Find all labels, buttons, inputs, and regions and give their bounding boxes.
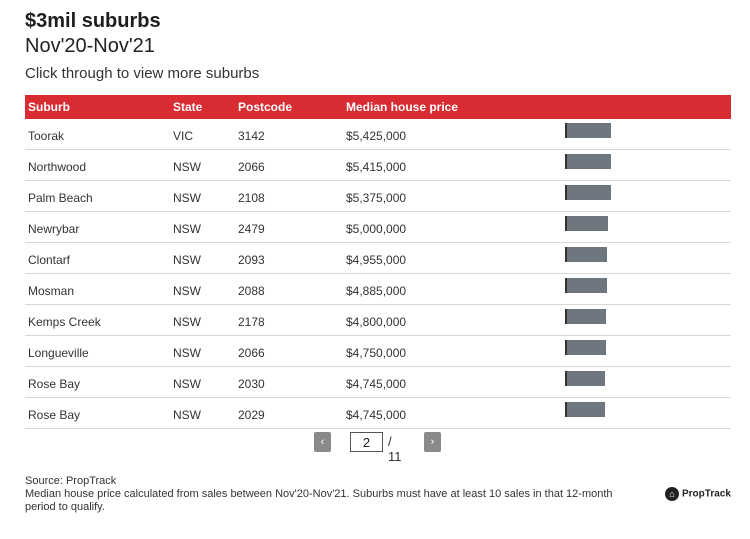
suburb-cell: Northwood: [28, 160, 87, 174]
table-header: Suburb State Postcode Median house price: [25, 95, 731, 119]
column-header-price: Median house price: [346, 100, 459, 114]
price-bar-track: [565, 340, 635, 358]
state-cell: NSW: [173, 160, 201, 174]
price-bar: [565, 216, 608, 231]
table-row: Longueville NSW 2066 $4,750,000: [25, 336, 731, 367]
prev-page-button[interactable]: ‹: [314, 432, 331, 452]
price-cell: $4,800,000: [346, 315, 407, 329]
page-total: / 11: [388, 434, 402, 464]
postcode-cell: 2029: [238, 408, 265, 422]
price-bar-track: [565, 216, 635, 234]
suburb-cell: Kemps Creek: [28, 315, 101, 329]
postcode-cell: 2093: [238, 253, 265, 267]
postcode-cell: 2030: [238, 377, 265, 391]
table-row: Toorak VIC 3142 $5,425,000: [25, 119, 731, 150]
chevron-right-icon: ›: [430, 436, 435, 448]
price-bar: [565, 402, 605, 417]
price-bar: [565, 247, 607, 262]
state-cell: NSW: [173, 346, 201, 360]
suburb-cell: Newrybar: [28, 222, 80, 236]
price-bar: [565, 154, 611, 169]
chevron-left-icon: ‹: [320, 436, 325, 448]
price-bar-track: [565, 278, 635, 296]
price-cell: $5,415,000: [346, 160, 407, 174]
table-row: Rose Bay NSW 2030 $4,745,000: [25, 367, 731, 398]
table-row: Clontarf NSW 2093 $4,955,000: [25, 243, 731, 274]
state-cell: NSW: [173, 191, 201, 205]
postcode-cell: 2066: [238, 160, 265, 174]
page-number-input[interactable]: 2: [350, 432, 383, 452]
price-cell: $4,750,000: [346, 346, 407, 360]
suburb-table: Suburb State Postcode Median house price…: [25, 95, 731, 429]
table-body: Toorak VIC 3142 $5,425,000 Northwood NSW 2066 $…: [25, 119, 731, 429]
state-cell: NSW: [173, 253, 201, 267]
price-cell: $5,000,000: [346, 222, 407, 236]
state-cell: NSW: [173, 315, 201, 329]
table-row: Palm Beach NSW 2108 $5,375,000: [25, 181, 731, 212]
price-bar-track: [565, 402, 635, 420]
proptrack-logo: ⌂ PropTrack: [665, 487, 731, 503]
price-cell: $4,745,000: [346, 377, 407, 391]
price-cell: $5,375,000: [346, 191, 407, 205]
suburb-cell: Palm Beach: [28, 191, 93, 205]
next-page-button[interactable]: ›: [424, 432, 441, 452]
column-header-state: State: [173, 100, 203, 114]
table-row: Northwood NSW 2066 $5,415,000: [25, 150, 731, 181]
table-row: Newrybar NSW 2479 $5,000,000: [25, 212, 731, 243]
footer-notes: Source: PropTrack Median house price cal…: [25, 475, 645, 514]
postcode-cell: 2108: [238, 191, 265, 205]
price-cell: $4,745,000: [346, 408, 407, 422]
price-bar: [565, 123, 611, 138]
postcode-cell: 2178: [238, 315, 265, 329]
table-row: Kemps Creek NSW 2178 $4,800,000: [25, 305, 731, 336]
column-header-suburb: Suburb: [28, 100, 70, 114]
chart-subtitle: Nov'20-Nov'21: [25, 35, 155, 57]
price-bar: [565, 278, 607, 293]
source-text: Source: PropTrack: [25, 475, 117, 487]
suburb-cell: Toorak: [28, 129, 65, 143]
price-cell: $4,955,000: [346, 253, 407, 267]
price-bar-track: [565, 371, 635, 389]
suburb-cell: Rose Bay: [28, 377, 81, 391]
state-cell: NSW: [173, 284, 201, 298]
table-row: Rose Bay NSW 2029 $4,745,000: [25, 398, 731, 429]
postcode-cell: 2479: [238, 222, 265, 236]
state-cell: VIC: [173, 129, 194, 143]
price-bar-track: [565, 309, 635, 327]
price-bar-track: [565, 154, 635, 172]
column-header-postcode: Postcode: [238, 100, 293, 114]
suburb-cell: Mosman: [28, 284, 75, 298]
price-bar: [565, 371, 605, 386]
suburb-cell: Rose Bay: [28, 408, 81, 422]
postcode-cell: 2088: [238, 284, 265, 298]
table-row: Mosman NSW 2088 $4,885,000: [25, 274, 731, 305]
price-bar-track: [565, 247, 635, 265]
price-cell: $5,425,000: [346, 129, 407, 143]
postcode-cell: 3142: [238, 129, 265, 143]
chart-title: $3mil suburbs: [25, 10, 161, 32]
instruction-text: Click through to view more suburbs: [25, 65, 260, 82]
price-bar: [565, 340, 606, 355]
price-cell: $4,885,000: [346, 284, 407, 298]
state-cell: NSW: [173, 222, 201, 236]
price-bar-track: [565, 123, 635, 141]
proptrack-logo-icon: ⌂: [665, 487, 679, 501]
postcode-cell: 2066: [238, 346, 265, 360]
price-bar: [565, 185, 611, 200]
methodology-note: Median house price calculated from sales…: [25, 488, 613, 513]
logo-text: PropTrack: [682, 488, 731, 500]
suburb-cell: Longueville: [28, 346, 89, 360]
price-bar-track: [565, 185, 635, 203]
price-bar: [565, 309, 606, 324]
state-cell: NSW: [173, 377, 201, 391]
suburb-cell: Clontarf: [28, 253, 71, 267]
state-cell: NSW: [173, 408, 201, 422]
